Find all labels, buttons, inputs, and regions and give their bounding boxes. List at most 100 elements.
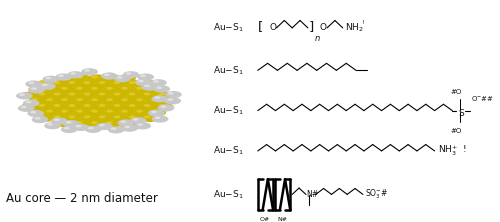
Circle shape (32, 116, 48, 123)
Circle shape (16, 92, 32, 99)
Circle shape (81, 115, 98, 122)
Circle shape (23, 100, 40, 107)
Circle shape (153, 80, 159, 83)
Circle shape (144, 104, 150, 107)
Circle shape (61, 110, 68, 113)
Circle shape (137, 123, 143, 126)
Circle shape (47, 123, 53, 126)
Circle shape (28, 86, 46, 93)
Text: O#: O# (260, 217, 270, 222)
Circle shape (66, 80, 84, 88)
Circle shape (76, 75, 83, 78)
Circle shape (111, 103, 128, 111)
Circle shape (144, 85, 150, 87)
Circle shape (36, 103, 54, 111)
Circle shape (106, 75, 113, 78)
Circle shape (126, 115, 144, 122)
Circle shape (152, 95, 168, 103)
Circle shape (61, 121, 68, 124)
Circle shape (154, 117, 160, 119)
Circle shape (91, 98, 98, 101)
Circle shape (134, 97, 151, 105)
Circle shape (84, 93, 90, 95)
Circle shape (141, 115, 158, 122)
Circle shape (76, 121, 83, 124)
Circle shape (31, 87, 37, 90)
Circle shape (165, 91, 182, 98)
Circle shape (96, 103, 114, 111)
Circle shape (111, 115, 128, 122)
Circle shape (36, 80, 54, 88)
Circle shape (98, 93, 105, 95)
Circle shape (88, 86, 106, 93)
Circle shape (128, 93, 136, 95)
Circle shape (74, 120, 91, 128)
Circle shape (28, 109, 46, 116)
Circle shape (168, 98, 173, 101)
Circle shape (31, 110, 38, 113)
Circle shape (130, 117, 146, 124)
Circle shape (114, 75, 130, 82)
Circle shape (51, 103, 68, 111)
Circle shape (91, 75, 98, 78)
Circle shape (46, 77, 51, 79)
Circle shape (106, 110, 113, 113)
Circle shape (106, 87, 113, 90)
Text: [: [ (258, 20, 263, 33)
Circle shape (156, 91, 174, 99)
Circle shape (91, 121, 98, 124)
Circle shape (76, 125, 82, 127)
Circle shape (114, 104, 120, 107)
Text: Au$-$S$_{\mathregular{1}}$: Au$-$S$_{\mathregular{1}}$ (212, 22, 244, 34)
Circle shape (154, 85, 170, 93)
Circle shape (114, 93, 120, 95)
Circle shape (76, 87, 83, 90)
Circle shape (141, 103, 158, 111)
Circle shape (135, 79, 152, 86)
Circle shape (74, 74, 91, 82)
Circle shape (28, 86, 45, 93)
Circle shape (58, 120, 76, 128)
Circle shape (54, 93, 60, 95)
Circle shape (141, 83, 158, 91)
Circle shape (20, 91, 38, 99)
Circle shape (84, 81, 90, 84)
Text: #O: #O (451, 89, 462, 95)
Circle shape (156, 103, 174, 111)
Circle shape (84, 104, 90, 107)
Circle shape (98, 81, 105, 84)
Circle shape (121, 87, 128, 90)
Circle shape (42, 76, 59, 83)
Circle shape (148, 109, 166, 116)
Circle shape (104, 86, 121, 93)
Circle shape (81, 80, 98, 88)
Text: Au$-$S$_{\mathregular{1}}$: Au$-$S$_{\mathregular{1}}$ (212, 64, 244, 77)
Circle shape (58, 75, 64, 77)
Circle shape (101, 72, 117, 80)
Circle shape (118, 86, 136, 93)
Circle shape (121, 121, 128, 124)
Circle shape (88, 120, 106, 128)
Circle shape (159, 93, 166, 95)
Circle shape (51, 80, 68, 88)
Circle shape (140, 75, 146, 77)
Text: O: O (269, 23, 276, 32)
Circle shape (98, 104, 105, 107)
Circle shape (56, 73, 72, 81)
Circle shape (96, 80, 114, 88)
Circle shape (61, 98, 68, 101)
Circle shape (96, 115, 114, 122)
Circle shape (138, 73, 154, 81)
Circle shape (85, 126, 102, 133)
Text: ]: ] (309, 20, 314, 33)
Circle shape (144, 93, 150, 95)
Text: N#: N# (278, 217, 288, 222)
Circle shape (61, 87, 68, 90)
Circle shape (68, 115, 75, 118)
Circle shape (21, 106, 26, 108)
Circle shape (43, 86, 61, 93)
Circle shape (96, 91, 114, 99)
Circle shape (104, 109, 121, 116)
Circle shape (152, 110, 158, 113)
Text: O: O (320, 23, 326, 32)
